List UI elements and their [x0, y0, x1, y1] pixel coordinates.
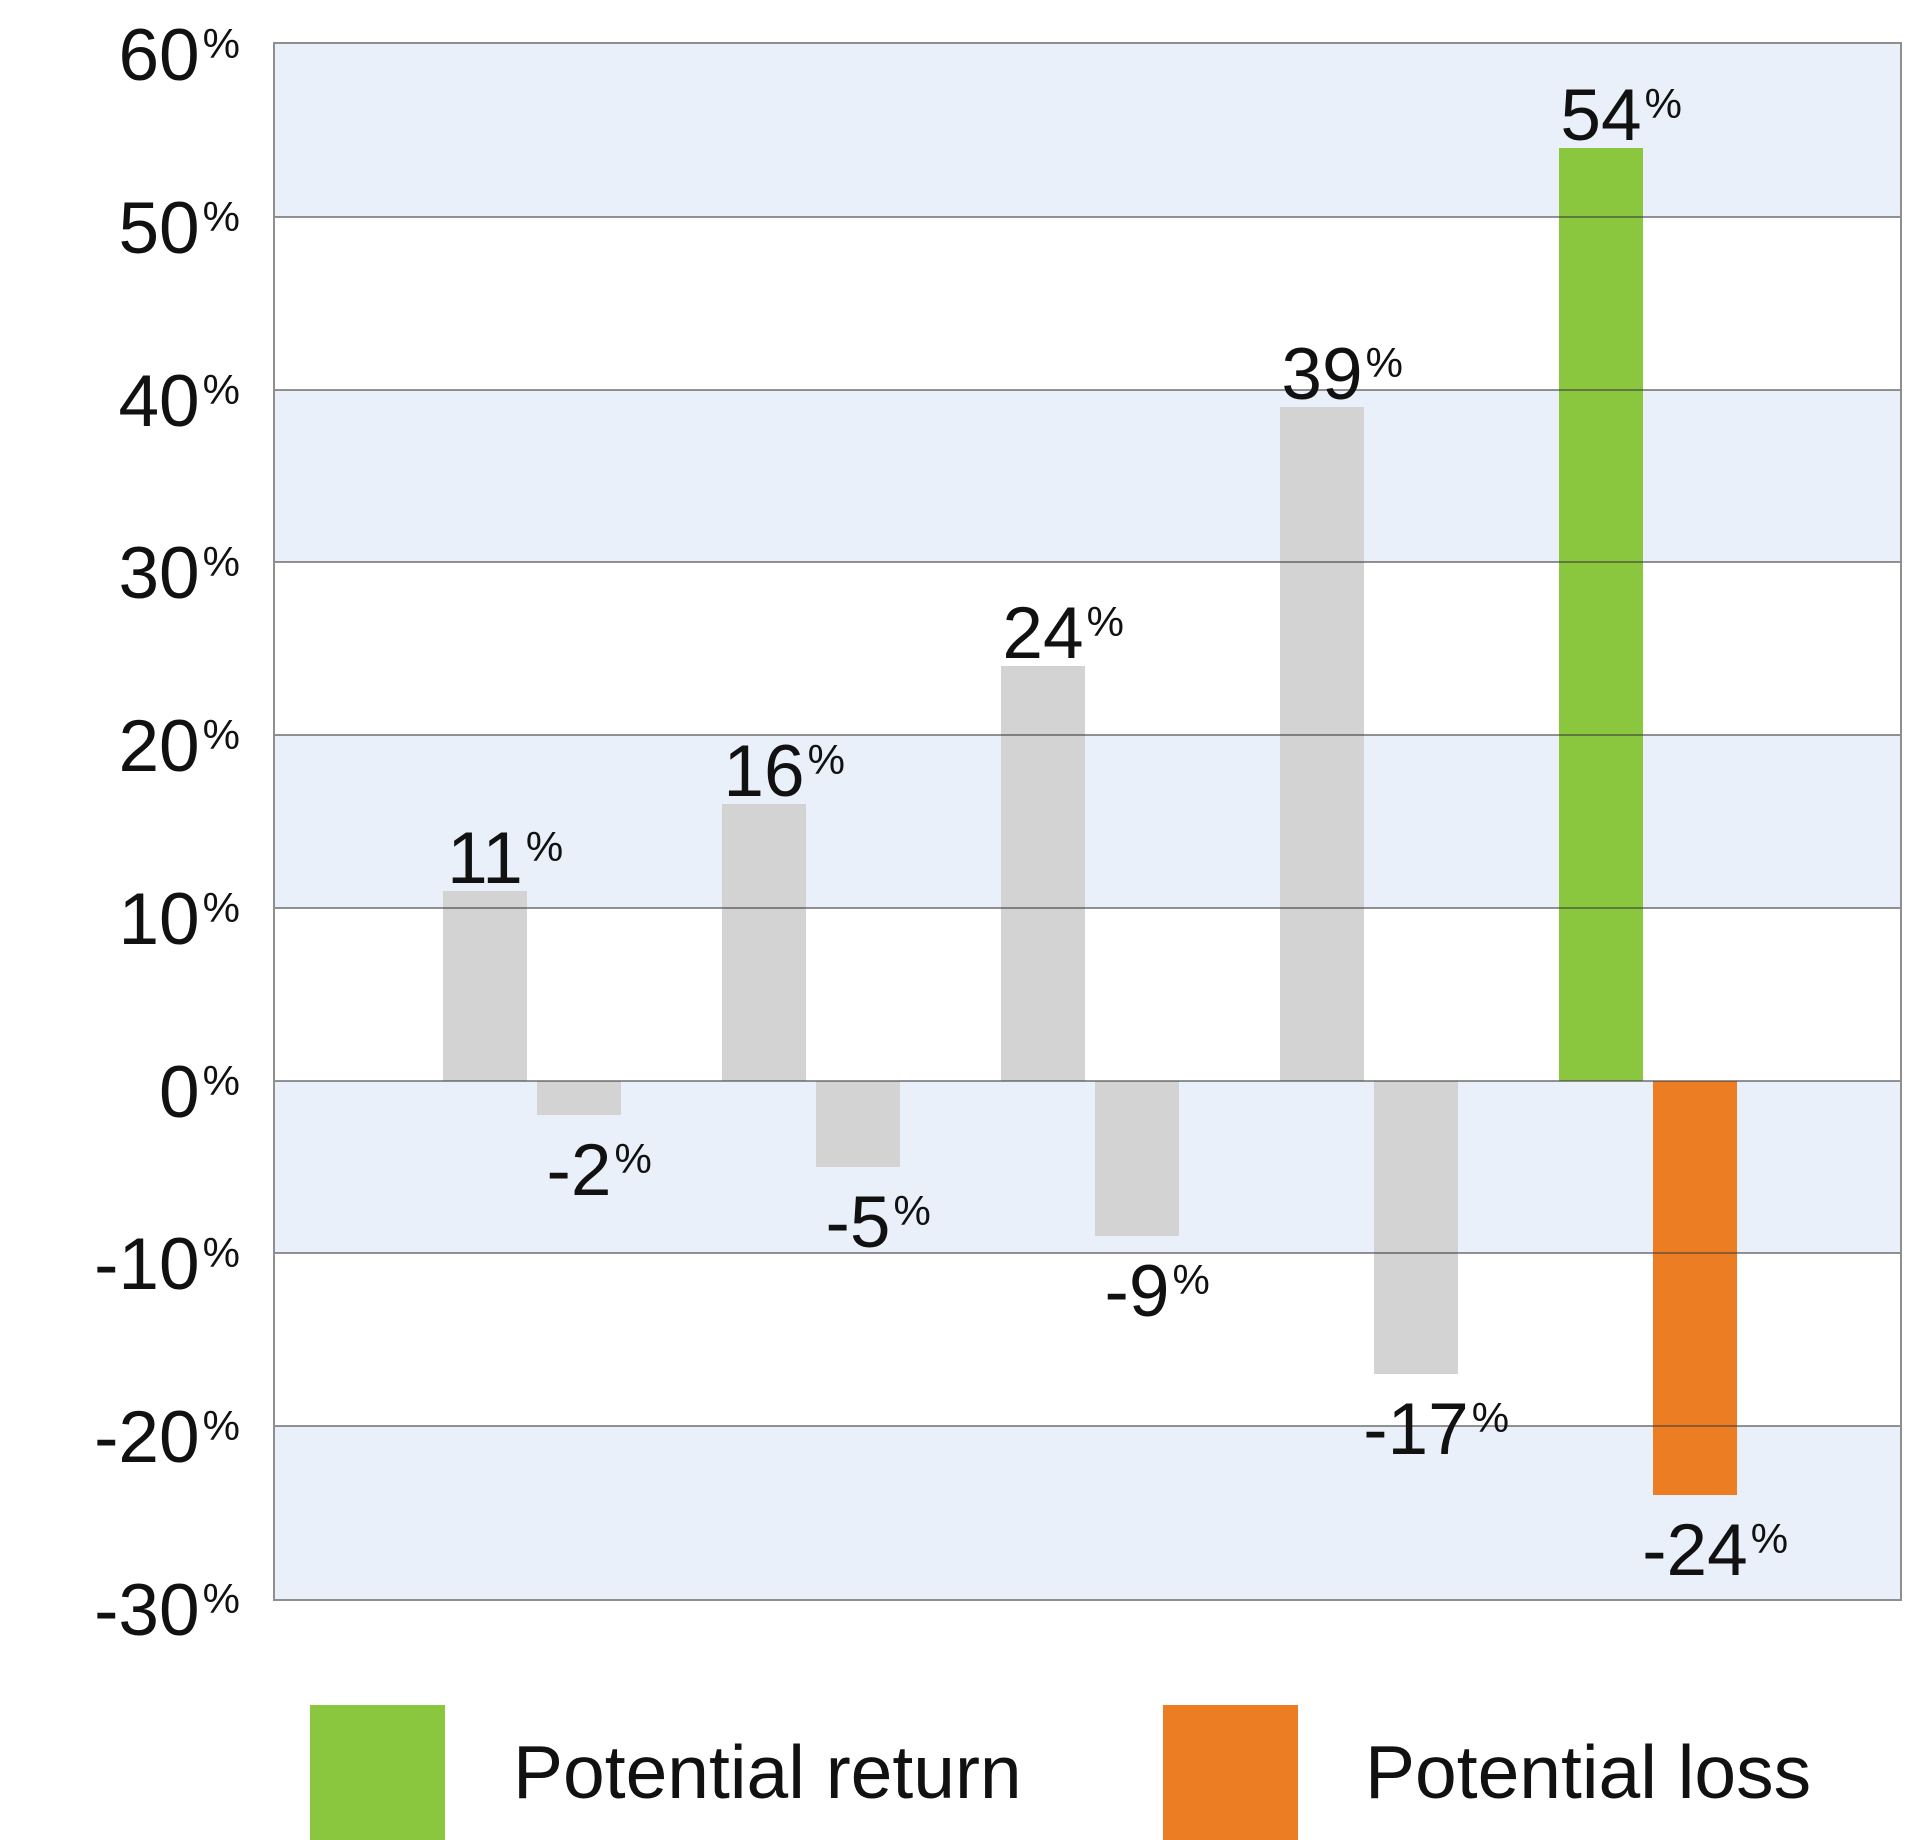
percent-sign: % [807, 736, 845, 784]
y-axis-tick-label: 40% [0, 350, 240, 441]
y-tick-value: -10 [94, 1224, 200, 1306]
y-axis-tick-label: -20% [0, 1386, 240, 1478]
percent-sign: % [1086, 598, 1124, 645]
plot-band [275, 216, 1900, 390]
bar-potential-loss [1653, 1080, 1737, 1496]
bar-potential-return [1559, 147, 1643, 1081]
percent-sign: % [202, 538, 240, 586]
bar-value: -5 [825, 1182, 891, 1264]
percent-sign: % [1750, 1515, 1789, 1563]
bar-potential-loss [1374, 1080, 1458, 1375]
percent-sign: % [1172, 1256, 1210, 1304]
plot-band [275, 1426, 1900, 1599]
bar-value-label: 54% [1560, 66, 1682, 154]
bar-value: -9 [1104, 1251, 1170, 1333]
bar-value: 16 [723, 731, 805, 813]
gridline [275, 1425, 1900, 1428]
bar-potential-return [443, 890, 527, 1081]
gridline [275, 215, 1900, 218]
bar-value: -2 [546, 1130, 612, 1212]
plot-band [275, 1253, 1900, 1427]
y-axis-tick-label: 20% [0, 695, 240, 787]
percent-sign: % [202, 192, 240, 240]
percent-sign: % [1471, 1394, 1510, 1442]
bar-potential-loss [1095, 1080, 1179, 1237]
bar-value: -24 [1642, 1510, 1748, 1592]
y-tick-value: 0 [159, 1051, 200, 1133]
y-axis-tick-label: 30% [0, 522, 240, 614]
percent-sign: % [893, 1187, 931, 1235]
gridline [275, 561, 1900, 564]
gridline [275, 906, 1900, 909]
bar-value: 24 [1002, 593, 1084, 674]
bar-potential-return [1001, 666, 1085, 1081]
percent-sign: % [525, 822, 564, 870]
bar-potential-return [1280, 406, 1364, 1081]
bar-value-label: -9% [1105, 1242, 1210, 1330]
bar-potential-return [722, 804, 806, 1081]
bar-value: 39 [1281, 333, 1363, 415]
gridline [275, 1079, 1900, 1082]
plot-area [273, 42, 1902, 1601]
gridline [275, 388, 1900, 391]
gridline [275, 734, 1900, 737]
y-axis-tick-label: 10% [0, 868, 240, 959]
bar-value-label: 16% [723, 722, 845, 810]
bar-value: 54 [1560, 74, 1642, 156]
bar-value-label: -5% [826, 1173, 931, 1261]
bar-value-label: 39% [1281, 325, 1403, 413]
y-axis-tick-label: 50% [0, 177, 240, 268]
bar-value-label: 24% [1002, 584, 1124, 672]
y-tick-value: -30 [94, 1570, 200, 1651]
y-tick-value: 30 [118, 533, 200, 615]
bar-value-label: -24% [1642, 1501, 1788, 1589]
bar-value-label: -2% [547, 1121, 652, 1209]
percent-sign: % [202, 20, 240, 67]
y-tick-value: 10 [118, 878, 200, 960]
y-axis-tick-label: -10% [0, 1213, 240, 1305]
percent-sign: % [202, 1229, 240, 1277]
plot-band [275, 389, 1900, 563]
percent-sign: % [202, 883, 240, 931]
y-axis-tick-label: 60% [0, 4, 240, 96]
legend-return-label: Potential return [513, 1730, 1022, 1814]
legend-return-swatch [310, 1705, 445, 1840]
percent-sign: % [202, 365, 240, 413]
y-tick-value: 40 [118, 360, 200, 442]
y-tick-value: 50 [118, 187, 200, 269]
bar-value: -17 [1363, 1389, 1469, 1471]
y-tick-value: -20 [94, 1397, 200, 1479]
legend-loss-label: Potential loss [1365, 1730, 1812, 1814]
y-axis-tick-label: 0% [0, 1041, 240, 1132]
y-axis-tick-label: -30% [0, 1559, 240, 1651]
percent-sign: % [202, 1402, 240, 1450]
legend-loss-swatch [1163, 1705, 1298, 1840]
percent-sign: % [202, 711, 240, 759]
bar-value-label: -17% [1363, 1380, 1509, 1468]
percent-sign: % [1644, 79, 1682, 127]
y-tick-value: 20 [118, 706, 200, 788]
bar-value: 11 [447, 817, 523, 899]
bar-potential-loss [537, 1080, 621, 1116]
bar-value-label: 11% [447, 809, 563, 897]
percent-sign: % [202, 1056, 240, 1104]
bar-potential-loss [816, 1080, 900, 1168]
y-tick-value: 60 [118, 15, 200, 96]
percent-sign: % [1365, 338, 1403, 386]
gridline [275, 1252, 1900, 1255]
percent-sign: % [202, 1575, 240, 1622]
percent-sign: % [614, 1135, 652, 1183]
